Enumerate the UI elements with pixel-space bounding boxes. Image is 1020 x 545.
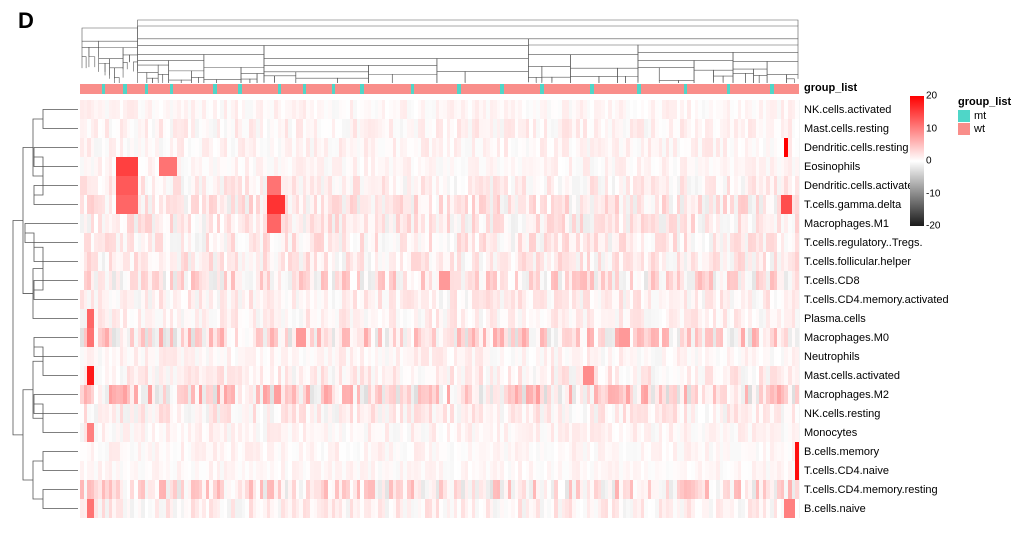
row-label: Monocytes <box>804 423 964 442</box>
row-label: T.cells.CD4.naive <box>804 461 964 480</box>
row-label: T.cells.CD4.memory.resting <box>804 480 964 499</box>
row-dendrogram <box>10 100 78 518</box>
row-labels: NK.cells.activatedMast.cells.restingDend… <box>804 100 964 518</box>
row-label: Macrophages.M2 <box>804 385 964 404</box>
row-label: T.cells.CD8 <box>804 271 964 290</box>
heatmap <box>80 100 800 518</box>
legend-label-wt: wt <box>974 123 985 135</box>
group-annotation-bar <box>80 84 800 94</box>
row-label: NK.cells.resting <box>804 404 964 423</box>
row-label: Dendritic.cells.resting <box>804 138 964 157</box>
panel-label: D <box>18 8 34 34</box>
row-label: T.cells.follicular.helper <box>804 252 964 271</box>
row-label: Mast.cells.activated <box>804 366 964 385</box>
legend-item-mt: mt <box>958 110 1011 122</box>
legend-label-mt: mt <box>974 110 986 122</box>
row-label: B.cells.memory <box>804 442 964 461</box>
legend-item-wt: wt <box>958 123 1011 135</box>
row-label: Neutrophils <box>804 347 964 366</box>
group-list-label: group_list <box>804 82 857 94</box>
row-label: NK.cells.activated <box>804 100 964 119</box>
row-label: Eosinophils <box>804 157 964 176</box>
row-label: T.cells.CD4.memory.activated <box>804 290 964 309</box>
row-label: B.cells.naive <box>804 499 964 518</box>
column-dendrogram <box>80 18 800 83</box>
row-label: Macrophages.M0 <box>804 328 964 347</box>
legend-title: group_list <box>958 96 1011 108</box>
row-label: Mast.cells.resting <box>804 119 964 138</box>
legend-swatch-mt <box>958 110 970 122</box>
row-label: Plasma.cells <box>804 309 964 328</box>
row-label: T.cells.regulatory..Tregs. <box>804 233 964 252</box>
colorbar: 20100-10-20 <box>910 96 924 226</box>
legend-swatch-wt <box>958 123 970 135</box>
group-legend: group_list mt wt <box>958 96 1011 136</box>
